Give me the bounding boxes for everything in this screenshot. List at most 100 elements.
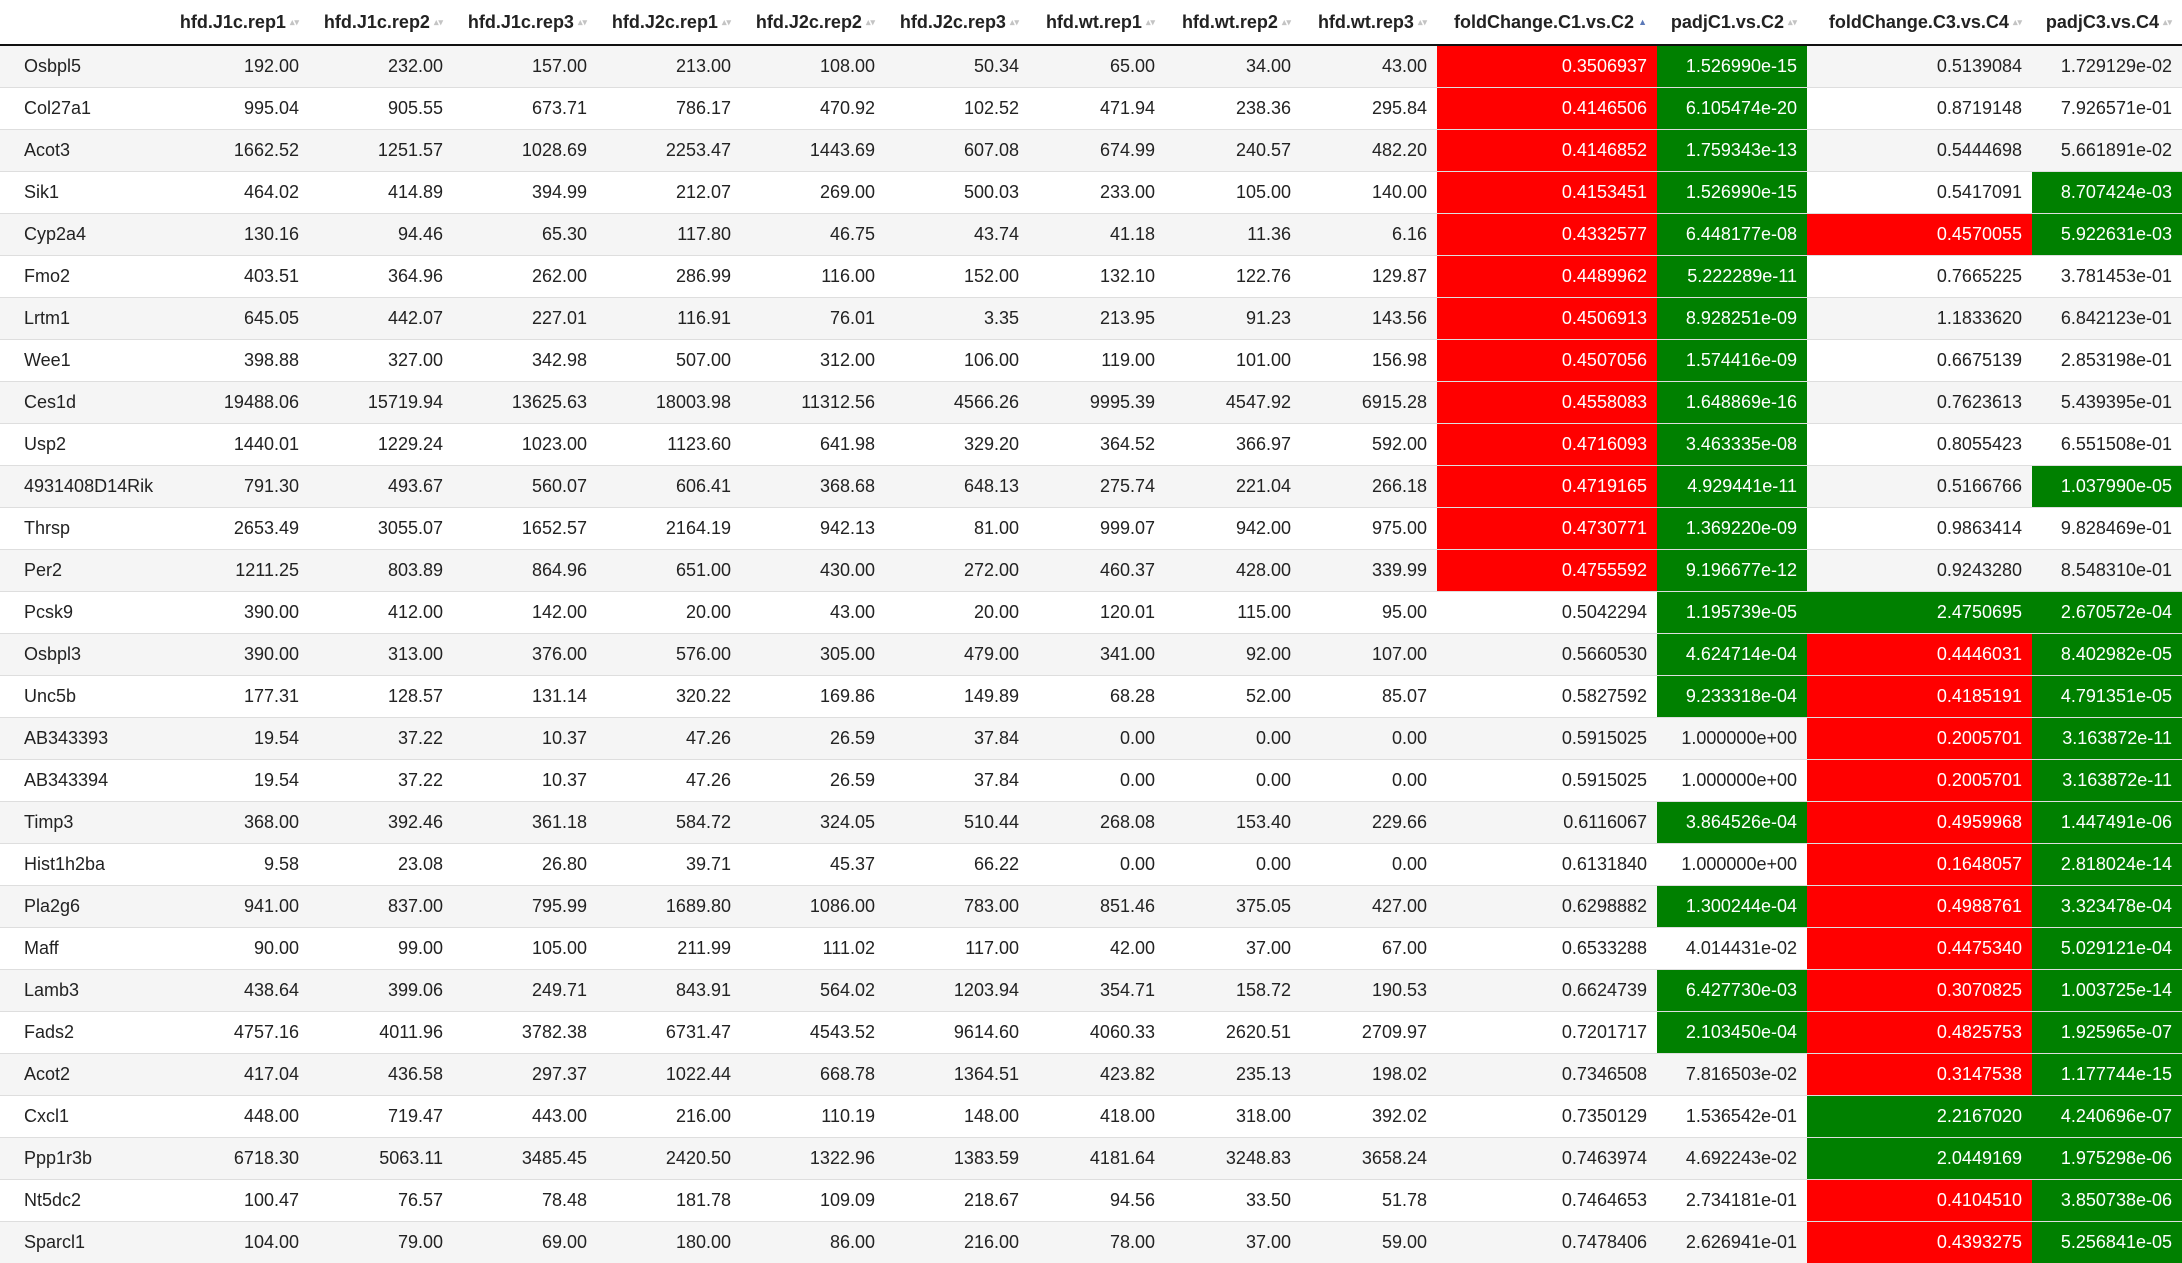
sort-icon[interactable]: ▴▾ [1146, 18, 1155, 27]
data-cell: 0.7201717 [1437, 1012, 1657, 1054]
data-cell: 0.7478406 [1437, 1222, 1657, 1263]
data-cell: 3658.24 [1301, 1138, 1437, 1180]
gene-name-cell: Per2 [0, 550, 165, 592]
data-cell: 0.4570055 [1807, 214, 2032, 256]
column-header-padjc3-vs-c4[interactable]: padjC3.vs.C4▴▾ [2032, 0, 2182, 45]
data-cell: 1.177744e-15 [2032, 1054, 2182, 1096]
gene-name-cell: Sik1 [0, 172, 165, 214]
data-cell: 140.00 [1301, 172, 1437, 214]
data-cell: 2253.47 [597, 130, 741, 172]
data-cell: 0.6624739 [1437, 970, 1657, 1012]
data-cell: 428.00 [1165, 550, 1301, 592]
data-cell: 90.00 [165, 928, 309, 970]
column-header-foldchange-c3-vs-c4[interactable]: foldChange.C3.vs.C4▴▾ [1807, 0, 2032, 45]
column-header-label: hfd.wt.rep1 [1046, 12, 1142, 32]
sort-icon[interactable]: ▴▾ [866, 18, 875, 27]
data-cell: 0.00 [1165, 844, 1301, 886]
data-cell: 1086.00 [741, 886, 885, 928]
data-cell: 1.003725e-14 [2032, 970, 2182, 1012]
sort-icon[interactable]: ▴▾ [290, 18, 299, 27]
sort-icon[interactable]: ▴▾ [1010, 18, 1019, 27]
data-cell: 92.00 [1165, 634, 1301, 676]
data-cell: 0.8055423 [1807, 424, 2032, 466]
column-header-padjc1-vs-c2[interactable]: padjC1.vs.C2▴▾ [1657, 0, 1807, 45]
column-header-label: foldChange.C1.vs.C2 [1454, 12, 1634, 32]
data-cell: 216.00 [885, 1222, 1029, 1263]
column-header-hfd-j2c-rep3[interactable]: hfd.J2c.rep3▴▾ [885, 0, 1029, 45]
data-cell: 3.864526e-04 [1657, 802, 1807, 844]
data-cell: 2.853198e-01 [2032, 340, 2182, 382]
sort-icon[interactable]: ▴▾ [2163, 18, 2172, 27]
data-cell: 4.624714e-04 [1657, 634, 1807, 676]
data-cell: 10.37 [453, 718, 597, 760]
data-cell: 67.00 [1301, 928, 1437, 970]
column-header-hfd-j2c-rep1[interactable]: hfd.J2c.rep1▴▾ [597, 0, 741, 45]
data-cell: 213.95 [1029, 298, 1165, 340]
data-cell: 318.00 [1165, 1096, 1301, 1138]
data-cell: 108.00 [741, 45, 885, 88]
column-header-hfd-j1c-rep3[interactable]: hfd.J1c.rep3▴▾ [453, 0, 597, 45]
gene-name-cell: Osbpl3 [0, 634, 165, 676]
column-header-hfd-wt-rep2[interactable]: hfd.wt.rep2▴▾ [1165, 0, 1301, 45]
data-cell: 221.04 [1165, 466, 1301, 508]
data-cell: 94.46 [309, 214, 453, 256]
data-cell: 4181.64 [1029, 1138, 1165, 1180]
data-cell: 6.551508e-01 [2032, 424, 2182, 466]
column-header-label: hfd.J1c.rep1 [180, 12, 286, 32]
data-cell: 105.00 [453, 928, 597, 970]
data-cell: 0.00 [1165, 718, 1301, 760]
data-cell: 6.448177e-08 [1657, 214, 1807, 256]
data-cell: 674.99 [1029, 130, 1165, 172]
sort-icon[interactable]: ▴▾ [2013, 18, 2022, 27]
data-cell: 2.4750695 [1807, 592, 2032, 634]
data-cell: 192.00 [165, 45, 309, 88]
data-cell: 213.00 [597, 45, 741, 88]
data-cell: 3.35 [885, 298, 1029, 340]
data-cell: 94.56 [1029, 1180, 1165, 1222]
sort-icon[interactable]: ▴▾ [722, 18, 731, 27]
data-cell: 0.4146506 [1437, 88, 1657, 130]
column-header-foldchange-c1-vs-c2[interactable]: foldChange.C1.vs.C2 ▲ [1437, 0, 1657, 45]
data-cell: 2164.19 [597, 508, 741, 550]
data-cell: 0.6131840 [1437, 844, 1657, 886]
data-cell: 131.14 [453, 676, 597, 718]
data-cell: 783.00 [885, 886, 1029, 928]
data-cell: 115.00 [1165, 592, 1301, 634]
column-header-hfd-j2c-rep2[interactable]: hfd.J2c.rep2▴▾ [741, 0, 885, 45]
data-cell: 0.5660530 [1437, 634, 1657, 676]
column-header-hfd-j1c-rep2[interactable]: hfd.J1c.rep2▴▾ [309, 0, 453, 45]
data-cell: 673.71 [453, 88, 597, 130]
sort-ascending-icon[interactable]: ▲ [1638, 18, 1647, 27]
data-cell: 59.00 [1301, 1222, 1437, 1263]
column-header-rownames[interactable] [0, 0, 165, 45]
data-cell: 0.5139084 [1807, 45, 2032, 88]
data-cell: 240.57 [1165, 130, 1301, 172]
sort-icon[interactable]: ▴▾ [434, 18, 443, 27]
data-cell: 51.78 [1301, 1180, 1437, 1222]
data-cell: 2.734181e-01 [1657, 1180, 1807, 1222]
data-cell: 864.96 [453, 550, 597, 592]
column-header-hfd-j1c-rep1[interactable]: hfd.J1c.rep1 ▴▾ [165, 0, 309, 45]
data-cell: 464.02 [165, 172, 309, 214]
data-cell: 20.00 [597, 592, 741, 634]
data-cell: 2.0449169 [1807, 1138, 2032, 1180]
sort-icon[interactable]: ▴▾ [1418, 18, 1427, 27]
column-header-hfd-wt-rep3[interactable]: hfd.wt.rep3▴▾ [1301, 0, 1437, 45]
data-cell: 47.26 [597, 718, 741, 760]
sort-icon[interactable]: ▴▾ [578, 18, 587, 27]
data-cell: 418.00 [1029, 1096, 1165, 1138]
gene-name-cell: Ppp1r3b [0, 1138, 165, 1180]
column-header-hfd-wt-rep1[interactable]: hfd.wt.rep1 ▴▾ [1029, 0, 1165, 45]
data-cell: 668.78 [741, 1054, 885, 1096]
data-cell: 11.36 [1165, 214, 1301, 256]
data-cell: 0.5166766 [1807, 466, 2032, 508]
data-cell: 43.74 [885, 214, 1029, 256]
data-cell: 81.00 [885, 508, 1029, 550]
data-cell: 0.00 [1029, 718, 1165, 760]
data-cell: 3055.07 [309, 508, 453, 550]
sort-icon[interactable]: ▴▾ [1282, 18, 1291, 27]
sort-icon[interactable]: ▴▾ [1788, 18, 1797, 27]
data-cell: 1440.01 [165, 424, 309, 466]
